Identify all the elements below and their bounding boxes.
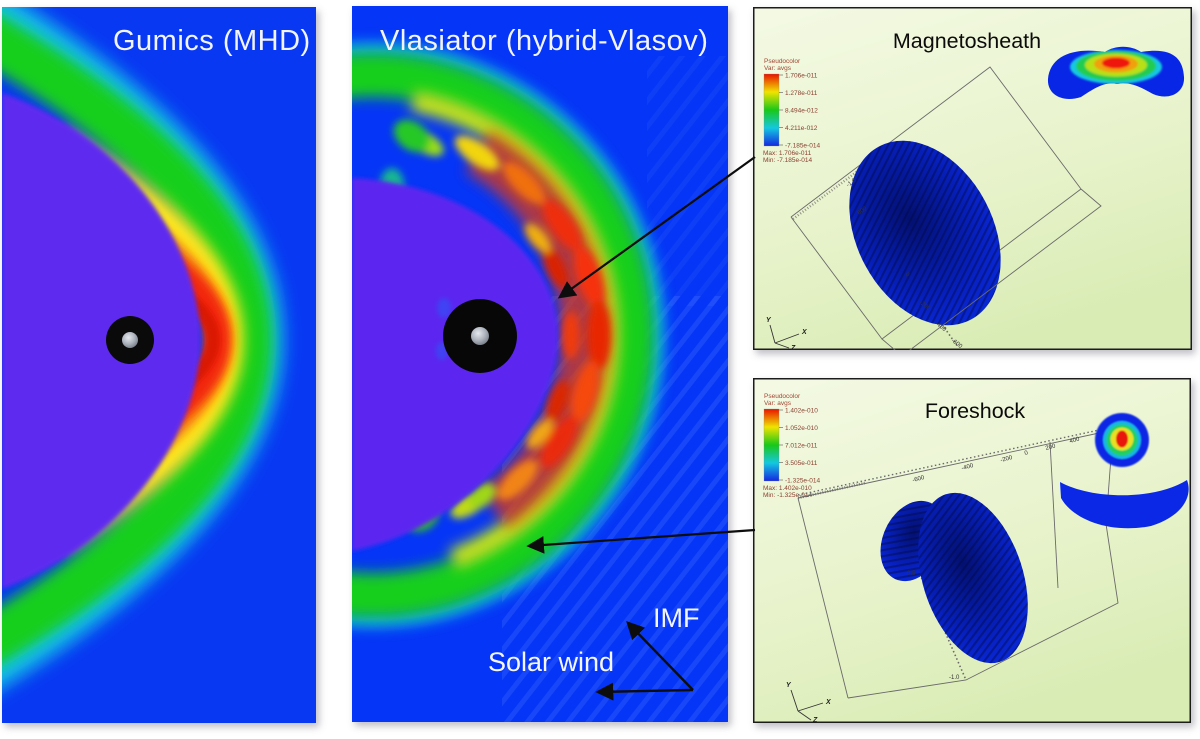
svg-text:0: 0 — [1024, 450, 1029, 457]
svg-text:1.706e-011: 1.706e-011 — [785, 73, 818, 80]
vlasiator-earth — [471, 327, 489, 345]
svg-text:Var: avgs: Var: avgs — [764, 400, 792, 407]
foreshock-crescent-distribution — [1060, 480, 1189, 529]
foreshock-plot: Foreshock Pseudocolor Var: avgs 1.402e-0… — [753, 378, 1191, 723]
foreshock-panel: Foreshock Pseudocolor Var: avgs 1.402e-0… — [753, 378, 1191, 723]
magnetosheath-panel: Magnetosheath Pseudocolor Var: avgs 1.70… — [753, 7, 1192, 350]
svg-text:Max: 1.402e-010: Max: 1.402e-010 — [763, 485, 812, 492]
svg-text:1.052e-010: 1.052e-010 — [785, 425, 818, 432]
gumics-earth — [122, 332, 138, 348]
foreshock-y-axis-label: Y — [786, 682, 792, 689]
gumics-panel — [2, 7, 316, 723]
svg-text:-400: -400 — [961, 463, 975, 472]
svg-text:Min: -7.185e-014: Min: -7.185e-014 — [763, 157, 813, 164]
svg-text:-1.0: -1.0 — [949, 675, 960, 681]
svg-text:-200: -200 — [1000, 455, 1014, 464]
magnetosheath-x-axis-label: X — [801, 329, 808, 336]
foreshock-box-front-edges — [847, 523, 1119, 699]
magnetosheath-y-axis-label: Y — [766, 317, 772, 324]
foreshock-colorbar: Pseudocolor Var: avgs 1.402e-010 1.052e-… — [763, 393, 820, 499]
vlasiator-panel — [352, 6, 728, 722]
svg-text:-1.0: -1.0 — [846, 177, 858, 188]
svg-text:3.505e-011: 3.505e-011 — [785, 460, 818, 467]
solar-wind-label: Solar wind — [488, 647, 615, 677]
gumics-title: Gumics (MHD) — [113, 25, 311, 57]
svg-text:Var: avgs: Var: avgs — [764, 65, 792, 72]
svg-text:-7.185e-014: -7.185e-014 — [785, 143, 820, 150]
svg-text:0: 0 — [904, 272, 911, 279]
foreshock-title: Foreshock — [925, 399, 1026, 423]
solar-wind-arrow — [595, 682, 694, 701]
svg-text:8.494e-012: 8.494e-012 — [785, 108, 818, 115]
magnetosheath-z-axis-label: Z — [790, 345, 796, 350]
foreshock-x-axis-label: X — [825, 699, 832, 706]
foreshock-ellipsoids — [880, 492, 1028, 664]
svg-text:200: 200 — [1045, 443, 1057, 452]
magnetosheath-ellipsoid — [849, 140, 1001, 326]
imf-arrow — [626, 621, 694, 691]
foreshock-beam-distribution — [1095, 413, 1149, 467]
svg-text:7.012e-011: 7.012e-011 — [785, 443, 818, 450]
solar-wind-imf-arrows — [595, 621, 694, 701]
svg-text:Pseudocolor: Pseudocolor — [764, 393, 801, 400]
vlasiator-title: Vlasiator (hybrid-Vlasov) — [380, 25, 709, 57]
vlasiator-heatmap — [352, 6, 728, 722]
svg-text:-1.325e-014: -1.325e-014 — [785, 478, 820, 485]
foreshock-border — [753, 378, 1191, 723]
svg-text:600: 600 — [857, 205, 869, 216]
vlasiator-magnetosphere-purple — [352, 178, 558, 551]
svg-text:1.402e-010: 1.402e-010 — [785, 408, 818, 415]
magnetosheath-box-front-edges — [881, 188, 1102, 350]
gumics-heatmap — [2, 7, 316, 723]
foreshock-axis-triad — [790, 689, 824, 721]
foreshock-z-axis-label: Z — [812, 717, 818, 723]
svg-text:1.278e-011: 1.278e-011 — [785, 90, 818, 97]
svg-text:-0.5: -0.5 — [905, 571, 916, 577]
svg-text:400: 400 — [1069, 436, 1081, 445]
magnetosheath-velocity-distribution — [1047, 46, 1185, 99]
magnetosheath-axis-triad — [769, 324, 800, 349]
magnetosheath-colorbar: Pseudocolor Var: avgs 1.706e-011 1.278e-… — [763, 58, 820, 164]
svg-text:Max: 1.706e-011: Max: 1.706e-011 — [763, 150, 812, 157]
magnetosheath-plot: Magnetosheath Pseudocolor Var: avgs 1.70… — [753, 7, 1192, 350]
magnetosheath-title: Magnetosheath — [893, 29, 1041, 53]
foreshock-axis-tick-labels: -600 -400 -200 0 200 400 -0.5 -1.0 — [905, 436, 1081, 681]
svg-text:Pseudocolor: Pseudocolor — [764, 58, 801, 65]
gumics-magnetosphere-purple — [2, 93, 200, 589]
svg-text:Min: -1.325e-014: Min: -1.325e-014 — [763, 492, 813, 499]
svg-text:4.211e-012: 4.211e-012 — [785, 125, 818, 132]
imf-label: IMF — [653, 603, 700, 633]
svg-text:-600: -600 — [912, 475, 926, 484]
